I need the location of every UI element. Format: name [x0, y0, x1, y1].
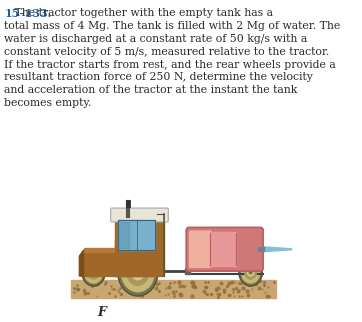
- Circle shape: [90, 268, 97, 276]
- Bar: [258, 247, 264, 251]
- FancyBboxPatch shape: [186, 227, 263, 271]
- Text: If the tractor starts from rest, and the rear wheels provide a: If the tractor starts from rest, and the…: [4, 60, 336, 70]
- Circle shape: [239, 258, 262, 286]
- Circle shape: [127, 259, 149, 285]
- Polygon shape: [79, 250, 84, 276]
- FancyBboxPatch shape: [111, 208, 168, 222]
- Circle shape: [88, 265, 100, 279]
- FancyBboxPatch shape: [189, 231, 212, 268]
- Bar: [119, 223, 130, 248]
- Bar: [115, 213, 164, 276]
- Circle shape: [249, 270, 252, 274]
- Bar: [118, 221, 155, 250]
- Text: resultant traction force of 250 N, determine the velocity: resultant traction force of 250 N, deter…: [4, 72, 313, 82]
- Circle shape: [135, 269, 140, 275]
- Text: The tractor together with the empty tank has a: The tractor together with the empty tank…: [4, 8, 273, 18]
- Text: F: F: [97, 306, 106, 319]
- Bar: [115, 240, 157, 276]
- Circle shape: [92, 270, 95, 274]
- Circle shape: [247, 268, 254, 276]
- Text: 15–133.: 15–133.: [4, 8, 51, 19]
- Bar: [210, 232, 236, 266]
- Circle shape: [121, 252, 154, 292]
- Circle shape: [245, 265, 256, 279]
- Text: total mass of 4 Mg. The tank is filled with 2 Mg of water. The: total mass of 4 Mg. The tank is filled w…: [4, 21, 340, 31]
- Bar: [118, 221, 155, 250]
- Circle shape: [84, 261, 103, 283]
- Polygon shape: [262, 247, 291, 252]
- Text: water is discharged at a constant rate of 50 kg/s with a: water is discharged at a constant rate o…: [4, 34, 307, 44]
- Bar: [84, 248, 119, 252]
- Circle shape: [131, 264, 144, 280]
- Bar: [185, 268, 190, 274]
- Text: and acceleration of the tractor at the instant the tank: and acceleration of the tractor at the i…: [4, 85, 298, 95]
- Circle shape: [241, 261, 260, 283]
- Circle shape: [82, 258, 105, 286]
- Text: constant velocity of 5 m/s, measured relative to the tractor.: constant velocity of 5 m/s, measured rel…: [4, 47, 329, 57]
- Bar: [71, 280, 276, 298]
- Bar: [84, 250, 119, 276]
- Circle shape: [118, 248, 158, 296]
- Text: becomes empty.: becomes empty.: [4, 98, 92, 108]
